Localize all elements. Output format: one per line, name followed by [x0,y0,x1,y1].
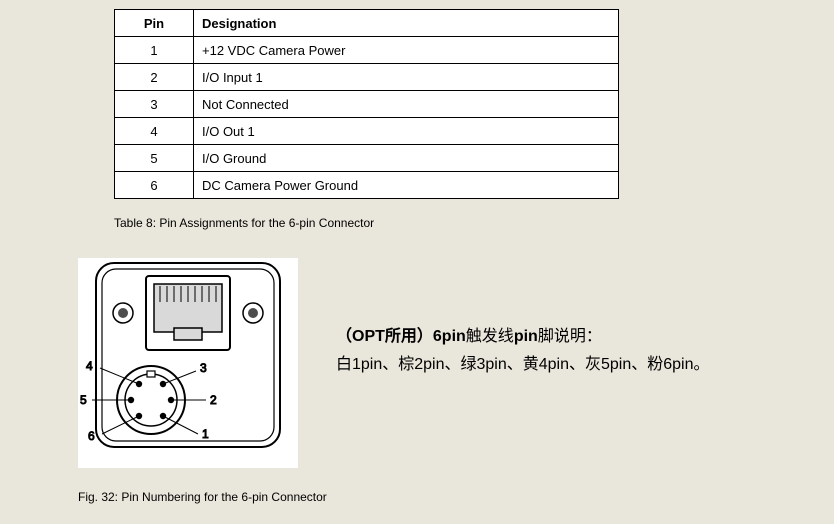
table-caption: Table 8: Pin Assignments for the 6-pin C… [114,216,374,230]
pin-table: Pin Designation 1 +12 VDC Camera Power 2… [114,9,619,199]
cell-designation: I/O Input 1 [194,64,619,91]
pin-label-1: 1 [202,427,209,441]
cell-pin: 4 [115,118,194,145]
side-title-bold2: pin [514,328,538,345]
page: Pin Designation 1 +12 VDC Camera Power 2… [0,0,834,524]
col-header-designation: Designation [194,10,619,37]
connector-diagram: 1 2 3 4 5 6 [78,258,298,468]
side-line: 白1pin、棕2pin、绿3pin、黄4pin、灰5pin、粉6pin。 [336,350,710,374]
pin-label-2: 2 [210,393,217,407]
pin-label-3: 3 [200,361,207,375]
cell-pin: 2 [115,64,194,91]
cell-pin: 5 [115,145,194,172]
table-row: 6 DC Camera Power Ground [115,172,619,199]
pin-label-5: 5 [80,393,87,407]
side-title-mid: 触发线 [466,328,514,345]
cell-designation: I/O Out 1 [194,118,619,145]
pin-label-4: 4 [86,359,93,373]
screw-icon [113,303,133,323]
pin-label-6: 6 [88,429,95,443]
cell-pin: 1 [115,37,194,64]
cell-designation: I/O Ground [194,145,619,172]
table-row: 4 I/O Out 1 [115,118,619,145]
cell-designation: DC Camera Power Ground [194,172,619,199]
side-title: （OPT所用）6pin触发线pin脚说明： [336,322,602,346]
cell-designation: +12 VDC Camera Power [194,37,619,64]
cell-pin: 6 [115,172,194,199]
table-row: 1 +12 VDC Camera Power [115,37,619,64]
col-header-pin: Pin [115,10,194,37]
table-row: 3 Not Connected [115,91,619,118]
side-title-bold1: （OPT所用）6pin [336,328,466,345]
screw-icon [243,303,263,323]
cell-pin: 3 [115,91,194,118]
side-title-suffix: 脚说明： [538,328,602,345]
table-row: 5 I/O Ground [115,145,619,172]
connector-svg: 1 2 3 4 5 6 [78,258,298,468]
table-row: 2 I/O Input 1 [115,64,619,91]
table-header-row: Pin Designation [115,10,619,37]
figure-caption: Fig. 32: Pin Numbering for the 6-pin Con… [78,490,327,504]
cell-designation: Not Connected [194,91,619,118]
